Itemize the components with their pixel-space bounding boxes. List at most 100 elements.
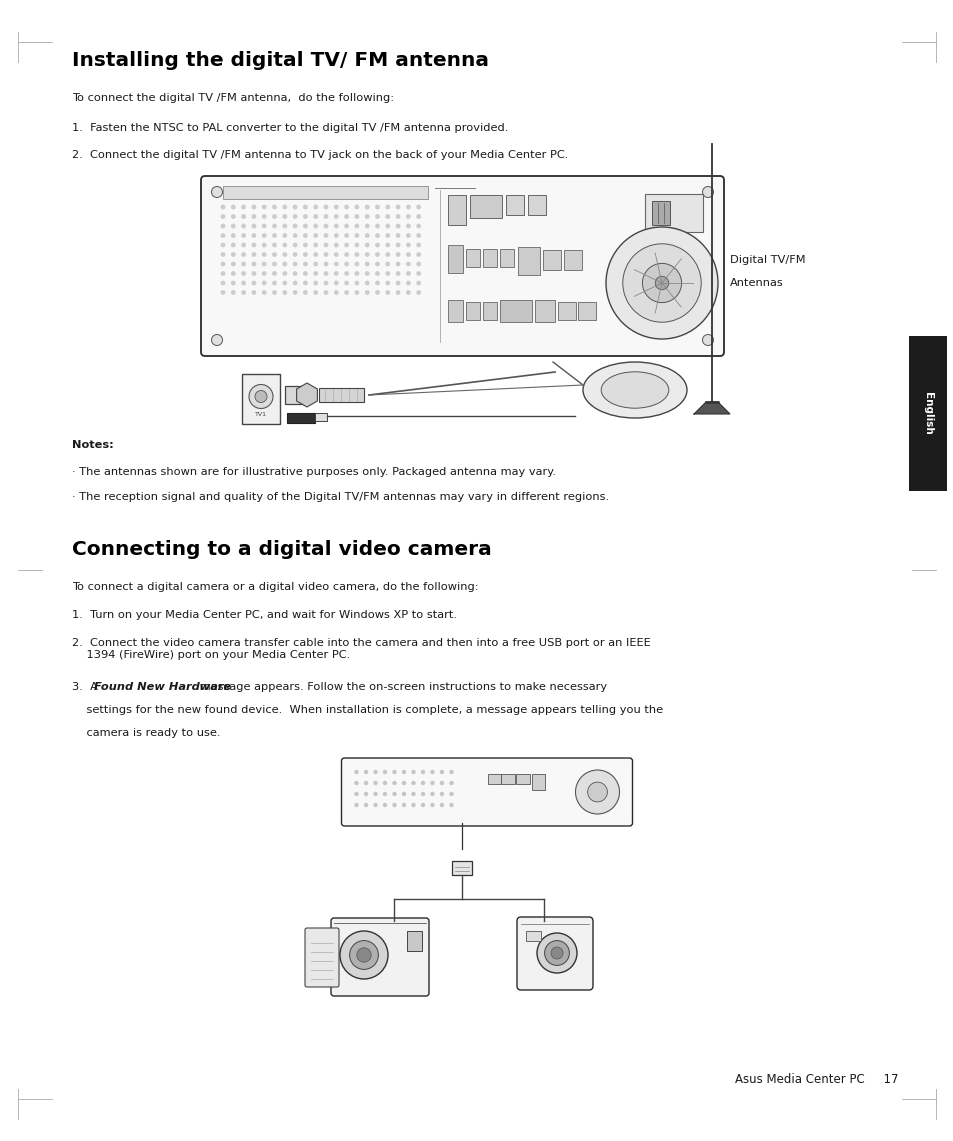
Circle shape xyxy=(356,948,371,962)
Circle shape xyxy=(622,244,700,322)
Circle shape xyxy=(375,224,379,228)
Circle shape xyxy=(220,215,225,219)
Circle shape xyxy=(385,281,390,285)
Circle shape xyxy=(261,243,266,248)
Circle shape xyxy=(430,770,435,775)
Circle shape xyxy=(395,215,400,219)
Circle shape xyxy=(416,281,420,285)
Circle shape xyxy=(395,252,400,257)
Circle shape xyxy=(303,281,308,285)
Text: 3.  A: 3. A xyxy=(71,682,101,691)
Bar xyxy=(908,335,946,491)
Circle shape xyxy=(241,261,246,266)
Circle shape xyxy=(385,252,390,257)
FancyBboxPatch shape xyxy=(517,917,593,990)
Bar xyxy=(318,388,364,402)
Bar xyxy=(448,245,462,273)
Circle shape xyxy=(355,233,359,238)
Circle shape xyxy=(406,272,411,276)
Circle shape xyxy=(313,272,317,276)
Circle shape xyxy=(385,290,390,294)
Circle shape xyxy=(355,215,359,219)
Circle shape xyxy=(551,947,562,958)
Circle shape xyxy=(282,215,287,219)
Circle shape xyxy=(293,261,297,266)
Bar xyxy=(578,302,596,319)
Text: English: English xyxy=(923,393,932,435)
Text: 2.  Connect the video camera transfer cable into the camera and then into a free: 2. Connect the video camera transfer cab… xyxy=(71,638,650,659)
Circle shape xyxy=(323,290,328,294)
Circle shape xyxy=(303,290,308,294)
Circle shape xyxy=(401,770,406,775)
Circle shape xyxy=(701,334,713,346)
Circle shape xyxy=(241,215,246,219)
Circle shape xyxy=(416,272,420,276)
Text: · The reception signal and quality of the Digital TV/FM antennas may vary in dif: · The reception signal and quality of th… xyxy=(71,492,608,502)
Circle shape xyxy=(254,390,267,403)
Circle shape xyxy=(406,204,411,210)
Circle shape xyxy=(220,204,225,210)
Circle shape xyxy=(334,224,338,228)
Text: To connect the digital TV /FM antenna,  do the following:: To connect the digital TV /FM antenna, d… xyxy=(71,94,394,103)
Circle shape xyxy=(252,290,256,294)
Circle shape xyxy=(293,233,297,238)
Circle shape xyxy=(323,281,328,285)
Ellipse shape xyxy=(582,362,686,418)
Circle shape xyxy=(392,803,396,807)
Ellipse shape xyxy=(600,372,668,408)
Text: Asus Media Center PC     17: Asus Media Center PC 17 xyxy=(735,1073,898,1086)
Circle shape xyxy=(241,204,246,210)
Bar xyxy=(470,195,501,218)
FancyBboxPatch shape xyxy=(331,919,429,996)
Circle shape xyxy=(323,215,328,219)
Circle shape xyxy=(354,803,358,807)
Text: settings for the new found device.  When installation is complete, a message app: settings for the new found device. When … xyxy=(71,705,662,715)
Circle shape xyxy=(385,215,390,219)
Bar xyxy=(558,302,576,319)
Circle shape xyxy=(411,803,416,807)
Circle shape xyxy=(537,933,577,973)
Polygon shape xyxy=(296,383,317,407)
Circle shape xyxy=(334,252,338,257)
Text: Found New Hardware: Found New Hardware xyxy=(93,682,231,691)
Circle shape xyxy=(272,233,276,238)
Bar xyxy=(505,195,523,215)
Circle shape xyxy=(241,272,246,276)
Circle shape xyxy=(220,233,225,238)
Circle shape xyxy=(344,281,349,285)
Circle shape xyxy=(252,224,256,228)
Circle shape xyxy=(261,252,266,257)
Circle shape xyxy=(231,272,235,276)
Circle shape xyxy=(334,204,338,210)
Circle shape xyxy=(334,243,338,248)
Circle shape xyxy=(334,272,338,276)
Circle shape xyxy=(344,224,349,228)
Circle shape xyxy=(303,233,308,238)
Circle shape xyxy=(416,204,420,210)
Circle shape xyxy=(282,243,287,248)
Bar xyxy=(563,250,581,270)
Circle shape xyxy=(241,224,246,228)
Polygon shape xyxy=(693,402,729,414)
Circle shape xyxy=(449,792,454,796)
Circle shape xyxy=(416,252,420,257)
Circle shape xyxy=(334,233,338,238)
Circle shape xyxy=(395,290,400,294)
Circle shape xyxy=(382,792,387,796)
Circle shape xyxy=(416,215,420,219)
Circle shape xyxy=(344,243,349,248)
Circle shape xyxy=(416,290,420,294)
Circle shape xyxy=(323,243,328,248)
Circle shape xyxy=(252,215,256,219)
Circle shape xyxy=(252,252,256,257)
Circle shape xyxy=(303,224,308,228)
Circle shape xyxy=(272,243,276,248)
Circle shape xyxy=(220,290,225,294)
Circle shape xyxy=(355,204,359,210)
Text: Installing the digital TV/ FM antenna: Installing the digital TV/ FM antenna xyxy=(71,51,489,70)
Circle shape xyxy=(375,252,379,257)
Circle shape xyxy=(406,290,411,294)
Bar xyxy=(499,249,514,267)
Circle shape xyxy=(261,290,266,294)
Circle shape xyxy=(313,261,317,266)
